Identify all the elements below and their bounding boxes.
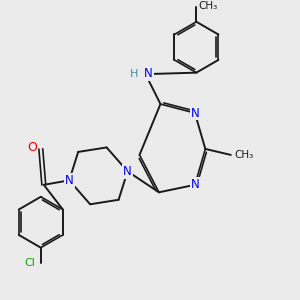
Text: Cl: Cl	[25, 258, 35, 268]
Text: CH₃: CH₃	[198, 1, 218, 11]
Text: O: O	[28, 141, 38, 154]
Text: N: N	[190, 106, 199, 119]
Text: N: N	[144, 67, 153, 80]
Text: N: N	[190, 178, 199, 191]
Text: CH₃: CH₃	[235, 150, 254, 160]
Text: H: H	[130, 68, 138, 79]
Text: N: N	[123, 165, 132, 178]
Text: N: N	[65, 174, 74, 187]
